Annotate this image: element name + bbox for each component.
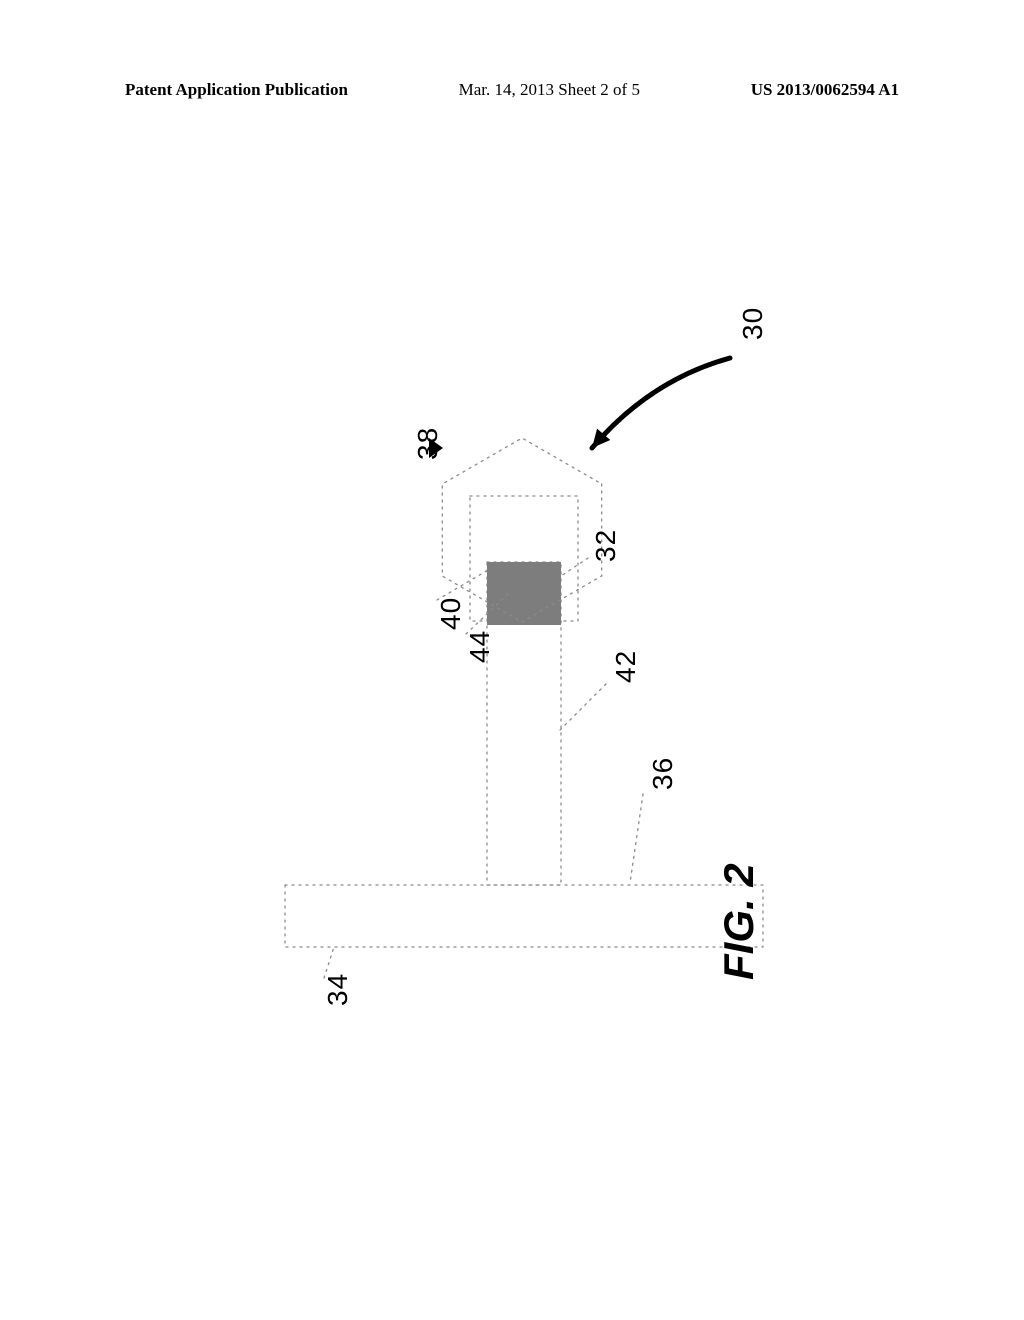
ref-36: 36 [647, 757, 679, 790]
figure-caption: FIG. 2 [715, 863, 763, 980]
ref-42: 42 [610, 650, 642, 683]
ref-34: 34 [322, 973, 354, 1006]
header-publication: Patent Application Publication [125, 80, 348, 100]
ref-40: 40 [435, 597, 467, 630]
ref-32: 32 [590, 529, 622, 562]
ref-30: 30 [737, 307, 769, 340]
figure-svg [90, 130, 934, 1220]
header-date-sheet: Mar. 14, 2013 Sheet 2 of 5 [459, 80, 640, 100]
ref-44: 44 [464, 630, 496, 663]
ref-38: 38 [412, 427, 444, 460]
figure-2: FIG. 2 30 38 40 44 32 42 36 34 [90, 130, 934, 1220]
header-pubnumber: US 2013/0062594 A1 [751, 80, 899, 100]
